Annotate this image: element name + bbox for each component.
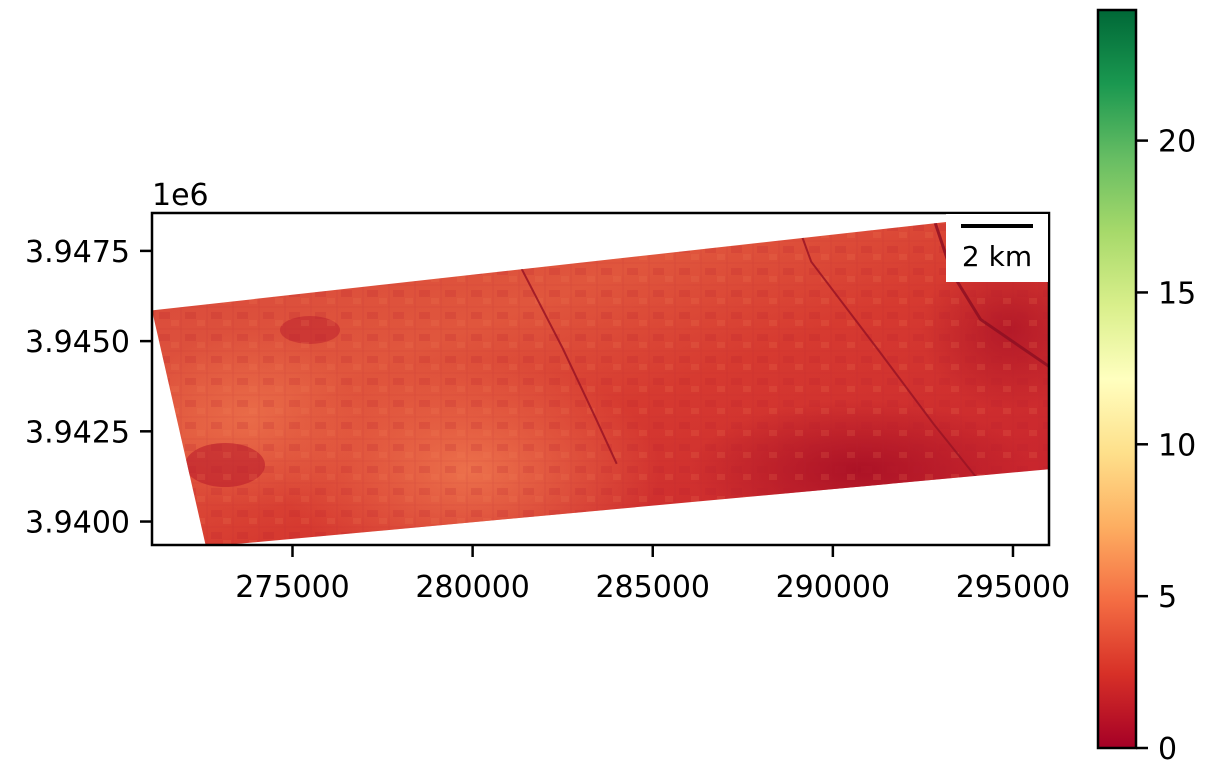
- y-tick-label: 3.9400: [25, 506, 130, 541]
- colorbar-tick-label: 0: [1158, 732, 1177, 767]
- colorbar-tick-label: 5: [1158, 580, 1177, 615]
- x-tick-label: 295000: [956, 570, 1071, 605]
- x-tick-label: 280000: [415, 570, 530, 605]
- y-tick-label: 3.9475: [25, 235, 130, 270]
- x-tick-label: 285000: [595, 570, 710, 605]
- y-tick-label: 3.9450: [25, 325, 130, 360]
- colorbar-tick-label: 15: [1158, 276, 1196, 311]
- scale-bar-label: 2 km: [962, 240, 1032, 273]
- y-axis: 3.9475 3.9450 3.9425 3.9400: [25, 235, 152, 541]
- road-line: [518, 264, 618, 465]
- x-tick-label: 275000: [235, 570, 350, 605]
- colorbar-tick-label: 20: [1158, 125, 1196, 160]
- x-axis: 275000 280000 285000 290000 295000: [235, 545, 1070, 605]
- colorbar-tick-label: 10: [1158, 428, 1196, 463]
- colorbar: 0 5 10 15 20: [1096, 8, 1196, 767]
- colorbar-ramp: [1096, 8, 1138, 750]
- colorbar-ticks: 0 5 10 15 20: [1136, 125, 1196, 767]
- river-line: [932, 217, 1049, 368]
- road-line: [795, 221, 978, 479]
- x-tick-label: 290000: [776, 570, 891, 605]
- map-axes-frame: [150, 211, 1051, 547]
- scale-bar: 2 km: [946, 214, 1048, 282]
- linear-features: [518, 217, 1049, 479]
- y-offset-label: 1e6: [152, 178, 209, 213]
- y-tick-label: 3.9425: [25, 415, 130, 450]
